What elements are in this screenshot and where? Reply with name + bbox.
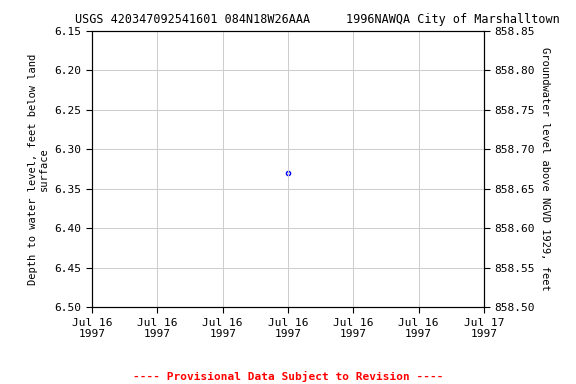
Text: 1996NAWQA City of Marshalltown: 1996NAWQA City of Marshalltown [346,13,559,26]
Text: USGS 420347092541601 084N18W26AAA: USGS 420347092541601 084N18W26AAA [75,13,310,26]
Text: ---- Provisional Data Subject to Revision ----: ---- Provisional Data Subject to Revisio… [132,371,444,382]
Y-axis label: Groundwater level above NGVD 1929, feet: Groundwater level above NGVD 1929, feet [540,47,550,291]
Y-axis label: Depth to water level, feet below land
surface: Depth to water level, feet below land su… [28,53,49,285]
